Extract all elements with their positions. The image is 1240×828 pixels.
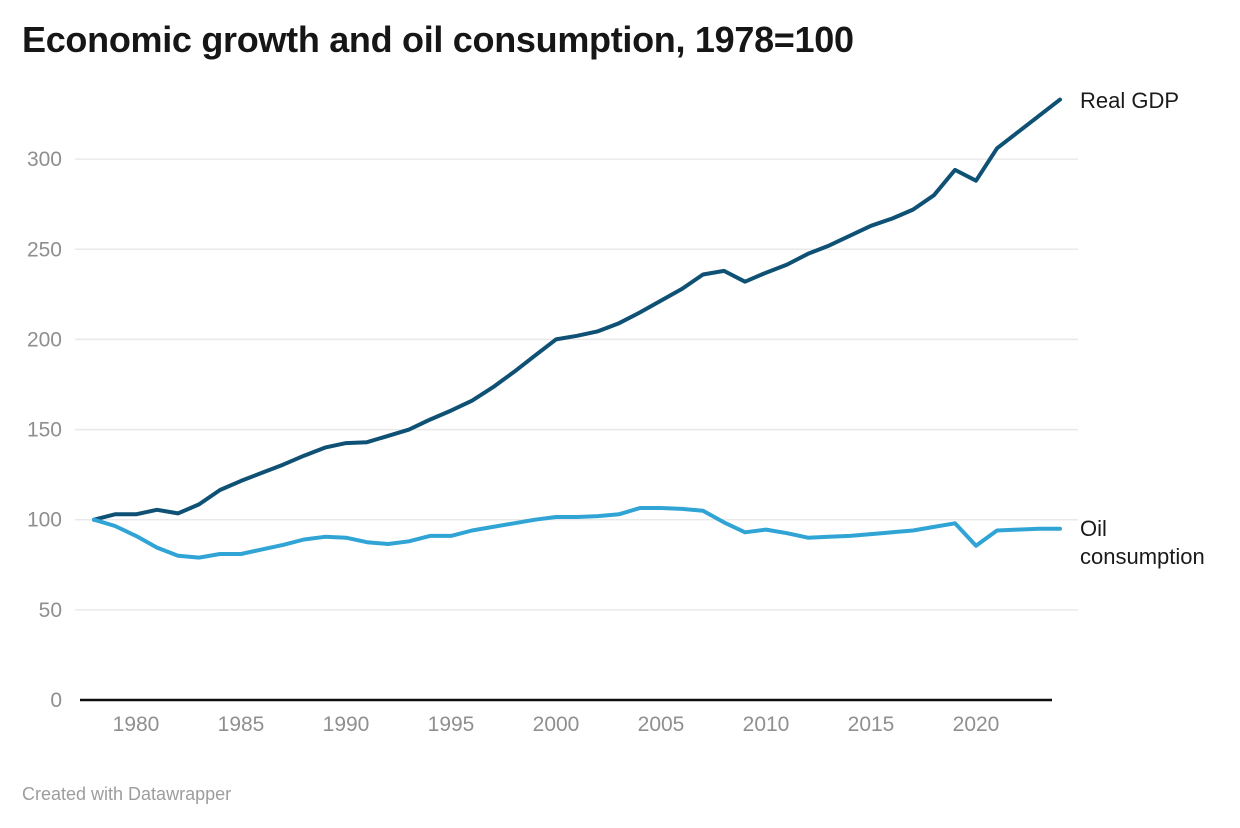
x-tick-label: 1995 xyxy=(428,713,475,736)
y-tick-label: 0 xyxy=(50,689,62,712)
x-tick-label: 1990 xyxy=(323,713,370,736)
x-tick-label: 2005 xyxy=(638,713,685,736)
chart-title: Economic growth and oil consumption, 197… xyxy=(22,19,854,60)
x-tick-label: 2000 xyxy=(533,713,580,736)
y-tick-label: 150 xyxy=(27,419,62,442)
x-tick-label: 2020 xyxy=(953,713,1000,736)
x-tick-label: 1985 xyxy=(218,713,265,736)
series-line-oil-consumption xyxy=(92,506,1062,560)
plot-svg: 0 50 100 150 200 250 300 1980 1985 1990 1995 2000 20… xyxy=(27,97,1078,736)
x-tick-label: 1980 xyxy=(113,713,160,736)
series-label-oil-consumption: Oil consumption xyxy=(1080,516,1205,569)
y-tick-label: 200 xyxy=(27,328,62,351)
y-tick-label: 250 xyxy=(27,238,62,261)
x-tick-label: 2015 xyxy=(848,713,895,736)
y-tick-label: 300 xyxy=(27,148,62,171)
line-chart: 0 50 100 150 200 250 300 1980 1985 1990 1995 2000 20… xyxy=(27,88,1205,736)
x-tick-label: 2010 xyxy=(743,713,790,736)
attribution-text: Created with Datawrapper xyxy=(22,784,232,804)
series-label-real-gdp: Real GDP xyxy=(1080,88,1180,113)
y-tick-label: 50 xyxy=(39,599,62,622)
y-tick-label: 100 xyxy=(27,509,62,532)
series-line-real-gdp xyxy=(92,97,1062,522)
